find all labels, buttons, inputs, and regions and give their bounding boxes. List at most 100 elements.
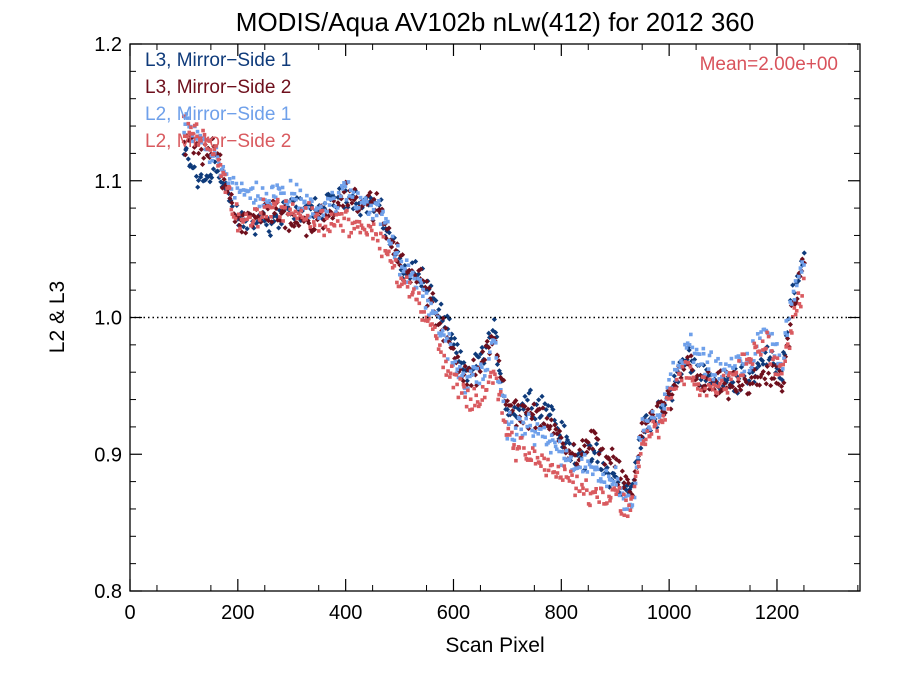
data-point <box>317 229 321 233</box>
data-point <box>752 341 757 346</box>
data-point <box>193 173 200 180</box>
data-point <box>369 203 373 208</box>
data-point <box>348 188 353 192</box>
data-point <box>258 197 263 201</box>
data-point <box>229 207 234 212</box>
data-point <box>524 416 528 421</box>
data-point <box>790 282 796 288</box>
data-point <box>671 360 675 365</box>
data-point <box>724 387 729 391</box>
data-point <box>474 393 478 398</box>
data-point <box>436 315 440 319</box>
data-point <box>477 369 483 375</box>
data-point <box>310 206 315 210</box>
data-point <box>527 387 534 393</box>
data-point <box>245 217 249 222</box>
data-point <box>532 443 537 447</box>
data-point <box>751 339 755 343</box>
data-point <box>517 446 522 450</box>
data-point <box>531 434 536 438</box>
data-point <box>516 407 522 413</box>
data-point <box>696 363 701 367</box>
data-point <box>632 477 638 483</box>
data-point <box>638 445 644 451</box>
data-point <box>632 468 638 475</box>
data-point <box>570 473 574 477</box>
data-point <box>184 112 189 116</box>
data-point <box>423 318 428 323</box>
data-point <box>385 252 390 257</box>
data-point <box>239 217 244 222</box>
data-point <box>530 428 534 433</box>
data-point <box>511 400 517 406</box>
data-point <box>238 188 243 193</box>
data-point <box>568 469 573 474</box>
data-point <box>290 202 295 206</box>
data-point <box>792 306 797 310</box>
data-point <box>550 406 556 413</box>
data-point <box>676 363 681 368</box>
data-point <box>463 390 468 395</box>
data-point <box>784 345 788 349</box>
data-point <box>564 434 570 440</box>
data-point <box>562 464 567 468</box>
data-point <box>447 332 452 336</box>
data-point <box>537 461 542 465</box>
data-point <box>637 435 641 440</box>
data-point <box>380 225 386 231</box>
data-point <box>296 211 301 216</box>
data-point <box>514 432 519 437</box>
data-point <box>661 413 666 418</box>
data-point <box>721 380 728 387</box>
data-point <box>682 362 688 368</box>
data-point <box>256 194 260 198</box>
data-point <box>273 203 278 207</box>
data-point <box>182 152 189 158</box>
data-point <box>421 294 425 299</box>
data-point <box>776 372 781 377</box>
data-point <box>700 362 704 366</box>
data-point <box>773 372 778 376</box>
data-point <box>416 267 422 274</box>
data-point <box>550 438 555 442</box>
data-point <box>632 484 637 489</box>
data-point <box>244 226 250 232</box>
data-point <box>220 167 224 172</box>
data-point <box>605 484 609 489</box>
data-point <box>588 503 592 508</box>
data-point <box>623 487 629 493</box>
data-point <box>583 438 589 444</box>
data-point <box>296 206 301 211</box>
data-point <box>482 357 488 363</box>
data-point <box>602 461 608 468</box>
data-point <box>744 362 749 366</box>
data-point <box>191 139 195 144</box>
data-point <box>310 199 314 204</box>
data-point <box>291 223 297 229</box>
data-point <box>507 422 511 427</box>
data-point <box>450 361 455 365</box>
data-point <box>404 275 409 279</box>
data-point <box>715 380 721 386</box>
data-point <box>185 116 190 120</box>
data-point <box>666 407 671 411</box>
data-point <box>502 394 507 399</box>
data-point <box>613 465 618 470</box>
data-point <box>420 318 424 322</box>
data-point <box>267 232 274 239</box>
data-point <box>726 373 731 378</box>
data-point <box>722 387 727 392</box>
data-point <box>363 196 368 200</box>
data-point <box>599 467 605 473</box>
data-point <box>361 198 366 203</box>
data-point <box>376 202 380 207</box>
data-point <box>638 452 643 456</box>
data-point <box>782 351 788 358</box>
data-point <box>395 251 399 255</box>
data-point <box>588 491 593 496</box>
data-point <box>196 142 201 147</box>
data-point <box>362 227 367 232</box>
data-point <box>797 302 802 306</box>
data-point <box>532 449 537 454</box>
data-point <box>440 328 445 333</box>
